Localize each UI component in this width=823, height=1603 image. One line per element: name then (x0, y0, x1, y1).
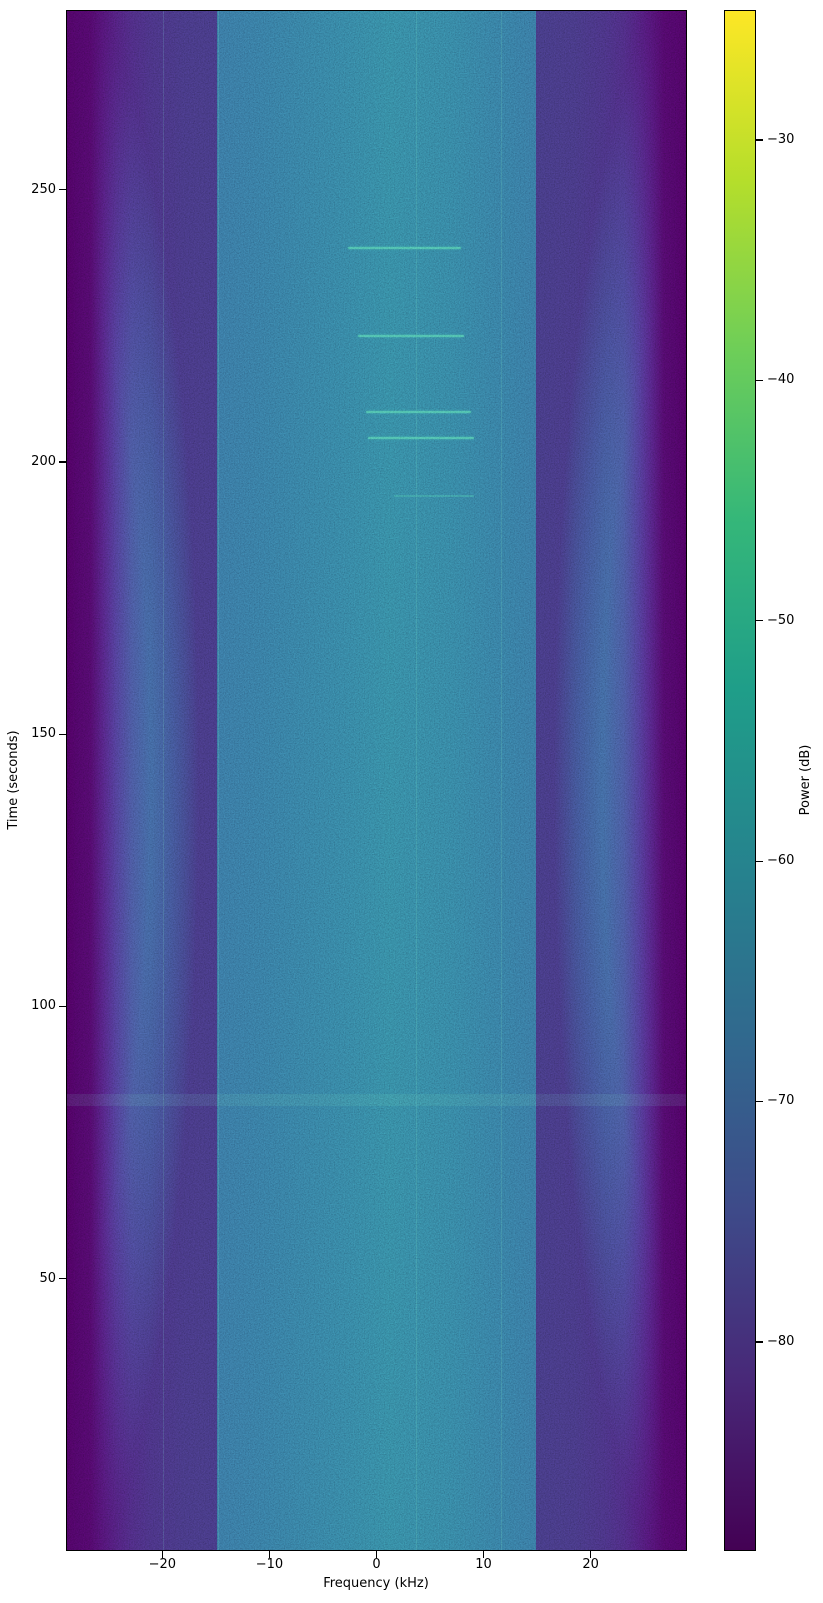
y-tick-mark (59, 461, 66, 463)
colorbar-tick-label: −60 (767, 853, 795, 869)
x-axis-title: Frequency (kHz) (323, 1576, 429, 1591)
colorbar-tick-label: −50 (767, 612, 795, 628)
y-tick-mark (59, 1005, 66, 1008)
colorbar-tick-mark (756, 1100, 763, 1103)
y-axis-title: Time (seconds) (6, 730, 21, 830)
x-tick-label: 10 (475, 1557, 492, 1572)
y-tick-mark (59, 733, 66, 735)
x-tick-label: 20 (582, 1557, 599, 1572)
x-tick-label: 0 (372, 1557, 381, 1572)
y-tick-label: 50 (39, 1270, 56, 1286)
y-tick-mark (59, 1278, 66, 1280)
colorbar-tick-label: −70 (767, 1093, 795, 1109)
colorbar-tick-mark (756, 139, 763, 141)
colorbar-tick-mark (756, 379, 763, 381)
y-tick-label: 100 (31, 998, 56, 1014)
spectrogram-plot-area (66, 10, 687, 1551)
colorbar-tick-label: −80 (767, 1333, 795, 1349)
y-tick-label: 250 (31, 181, 56, 197)
colorbar-tick-mark (756, 1341, 763, 1343)
colorbar-tick-label: −40 (767, 372, 795, 388)
colorbar-tick-label: −30 (767, 131, 795, 147)
x-tick-label: −20 (148, 1557, 177, 1572)
noise-texture-overlay (67, 11, 686, 1550)
y-tick-mark (59, 189, 66, 191)
colorbar-title: Power (dB) (798, 744, 813, 816)
colorbar-tick-mark (756, 620, 763, 622)
colorbar (724, 10, 756, 1551)
x-tick-mark (483, 1551, 485, 1558)
x-tick-mark (268, 1551, 271, 1558)
x-tick-mark (161, 1551, 164, 1558)
colorbar-tick-mark (756, 860, 763, 862)
x-tick-label: −10 (255, 1557, 284, 1572)
y-tick-label: 200 (31, 453, 56, 469)
x-tick-mark (590, 1551, 592, 1558)
y-tick-label: 150 (31, 726, 56, 742)
x-tick-mark (376, 1551, 378, 1558)
